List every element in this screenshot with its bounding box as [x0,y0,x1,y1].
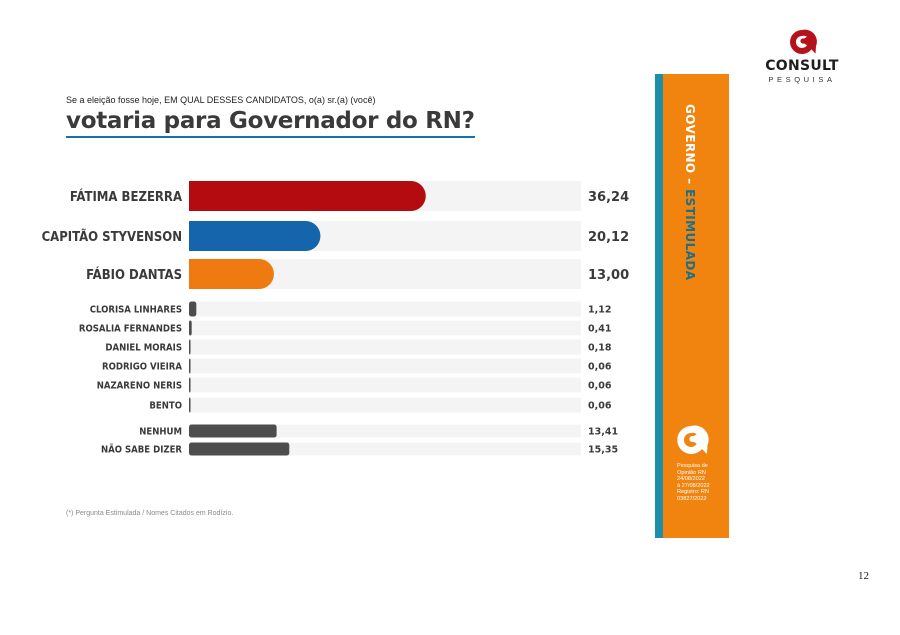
bar-n-o-sabe-dizer [189,442,290,456]
logo-subtitle: PESQUISA [768,75,836,84]
category-label: NENHUM [139,427,182,438]
category-label: NAZARENO NERIS [97,381,182,392]
bar-rodrigo-vieira [189,358,191,374]
side-title-teal: ESTIMULADA [683,189,697,281]
bar-left-edge [189,259,204,289]
category-label: FÁTIMA BEZERRA [70,189,182,205]
category-label: ROSALIA FERNANDES [79,324,182,335]
bar-rosalia-fernandes [189,320,192,336]
bar-capit-o-styvenson [189,221,321,251]
value-label: 20,12 [588,230,629,245]
meta-line: à 27/08/2022 [677,482,710,489]
bar-daniel-morais [189,339,191,355]
survey-meta: Pesquisa de Opinião RN 24/08/2022 à 27/0… [677,463,710,503]
bar-track [189,358,581,374]
logo-brand: CONSULT [765,58,839,74]
value-label: 0,18 [588,343,612,354]
question-text: Se a eleição fosse hoje, EM QUAL DESSES … [66,95,376,105]
meta-line: 03827/2022 [677,495,707,502]
meta-line: 24/08/2022 [677,476,705,483]
bar-track [189,424,581,438]
category-label: RODRIGO VIEIRA [102,362,182,373]
bar-clorisa-linhares [189,301,197,317]
bar-track [189,339,581,355]
bar-left-edge [189,221,204,251]
value-label: 0,06 [588,401,612,412]
category-label: DANIEL MORAIS [105,343,182,354]
value-label: 15,35 [588,445,618,456]
side-stripe [655,74,663,538]
meta-line: Registro: RN [677,489,710,496]
page-number: 12 [858,570,869,582]
category-label: CLORISA LINHARES [90,305,182,316]
bar-nenhum [189,424,277,438]
meta-line: Pesquisa de [677,463,708,469]
value-label: 1,12 [588,305,611,316]
bar-f-tima-bezerra [189,181,426,211]
value-label: 0,06 [588,381,612,392]
value-label: 13,00 [588,268,629,283]
category-label: NÃO SABE DIZER [101,445,182,456]
value-label: 0,41 [588,324,611,335]
chart-headline: votaria para Governador do RN? [66,106,475,138]
bar-nazareno-neris [189,377,191,393]
consult-mini-logo-icon [677,425,709,454]
bar-f-bio-dantas [189,259,274,289]
bar-chart: FÁTIMA BEZERRA 36,24 CAPITÃO STYVENSON 20,1… [42,181,629,456]
category-label: FÁBIO DANTAS [86,267,182,283]
bar-track [189,377,581,393]
consult-logo: CONSULT PESQUISA [760,28,844,84]
category-label: BENTO [149,401,182,412]
value-label: 0,06 [588,362,612,373]
value-label: 36,24 [588,190,629,205]
side-title: GOVERNO – ESTIMULADA [683,104,697,280]
bar-track [189,320,581,336]
bar-track [189,397,581,413]
meta-line: Opinião RN [677,469,706,476]
bar-left-edge [189,181,204,211]
bar-bento [189,397,191,413]
category-label: CAPITÃO STYVENSON [42,229,182,245]
consult-logo-icon [790,29,817,54]
side-title-white: GOVERNO – [683,104,697,190]
footnote: (*) Pergunta Estimulada / Nomes Citados … [66,510,234,517]
bar-track [189,301,581,317]
side-panel: GOVERNO – ESTIMULADA Pesquisa de Opinião… [655,74,729,538]
value-label: 13,41 [588,427,618,438]
